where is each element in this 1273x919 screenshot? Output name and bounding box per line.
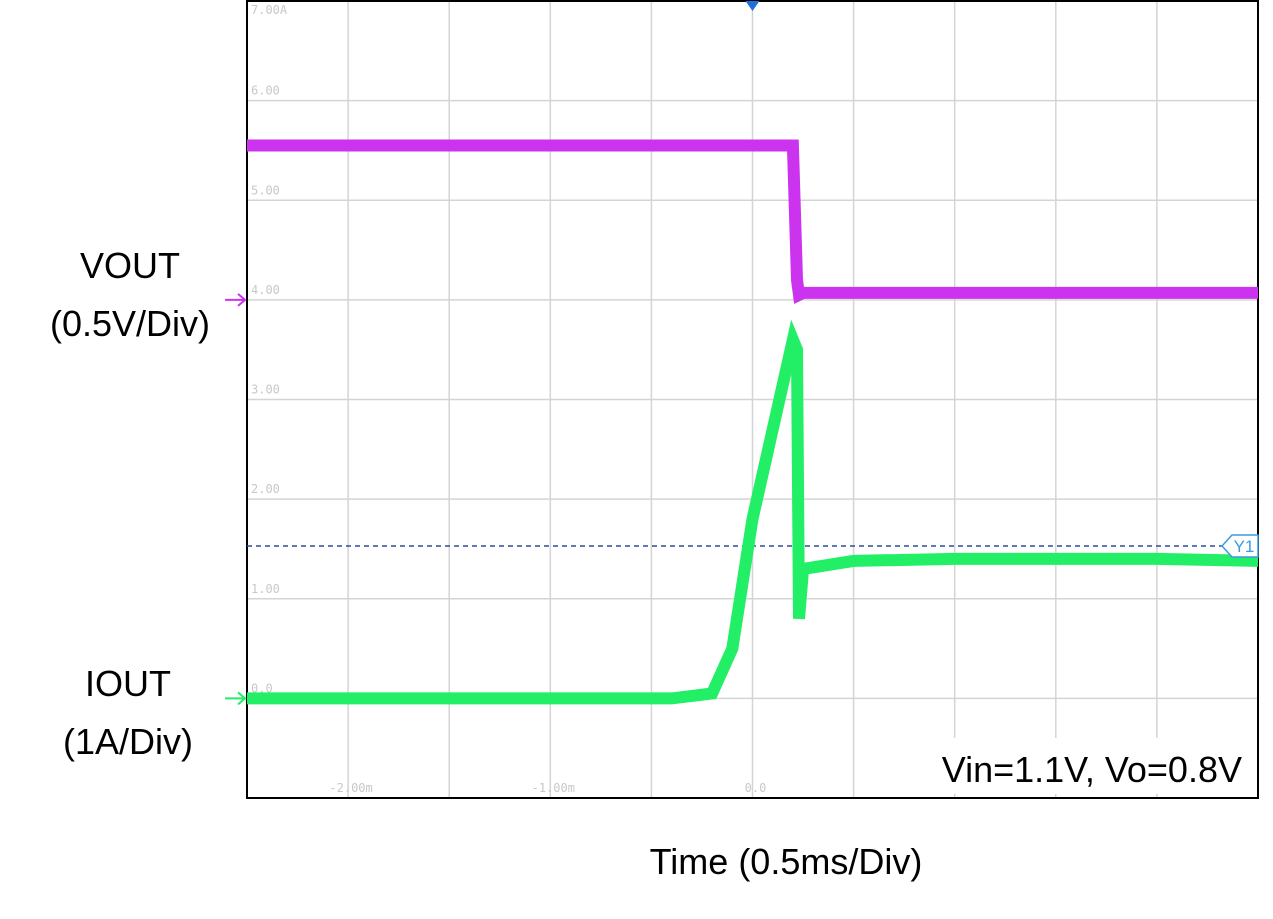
x-tick-label: -2.00m (329, 781, 372, 795)
cursor-label: Y1 (1234, 537, 1255, 556)
annotation-bg (860, 738, 1250, 794)
x-axis-label: Time (0.5ms/Div) (650, 841, 923, 882)
x-tick-label: -1.00m (532, 781, 575, 795)
y-tick-label: 0.0 (251, 681, 273, 695)
y-tick-label: 1.00 (251, 582, 280, 596)
y-tick-label: 6.00 (251, 84, 280, 98)
series-scale: (0.5V/Div) (50, 303, 210, 344)
x-tick-label: 0.0 (745, 781, 767, 795)
reference-marker (225, 293, 247, 307)
series-scale: (1A/Div) (63, 721, 193, 762)
y-tick-label: 7.00A (251, 3, 288, 17)
series-name: VOUT (80, 245, 180, 286)
annotation: Vin=1.1V, Vo=0.8V (942, 749, 1242, 790)
series-name: IOUT (85, 663, 171, 704)
trigger-marker (745, 1, 760, 11)
cursor-tag (1220, 534, 1259, 558)
y-tick-label: 4.00 (251, 283, 280, 297)
series-line (247, 319, 1259, 705)
series-line (247, 139, 1258, 304)
y-tick-label: 5.00 (251, 183, 280, 197)
reference-marker (225, 691, 247, 706)
y-tick-label: 3.00 (251, 383, 280, 397)
y-tick-label: 2.00 (251, 482, 280, 496)
